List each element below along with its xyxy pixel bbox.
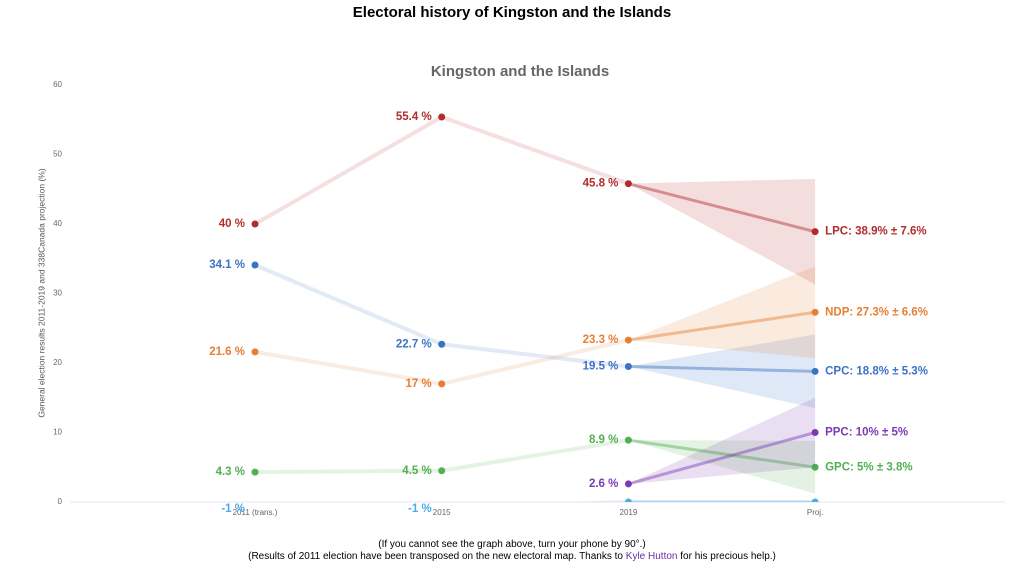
x-tick-label: 2011 (trans.) [233,508,278,517]
point [438,380,446,388]
projection-line [628,182,816,234]
credit-text: (Results of 2011 election have been tran… [248,551,626,562]
y-tick-label: 10 [53,428,62,437]
value-label: 17 % [405,378,431,390]
point [251,261,259,269]
error-band [628,397,816,484]
value-label: GPC: 5% ± 3.8% [825,461,912,473]
x-tick-label: Proj. [807,508,823,517]
error-band [628,334,816,409]
value-label: 2.6 % [589,478,618,490]
footer-credit: (Results of 2011 election have been tran… [0,551,1024,562]
point [811,463,819,471]
point [251,220,259,228]
y-axis-label: General election results 2011-2019 and 3… [36,168,46,418]
point [811,367,819,375]
value-label: PPC: 10% ± 5% [825,427,908,439]
x-tick-label: 2015 [433,508,451,517]
y-tick-label: 0 [58,497,63,506]
credit-link[interactable]: Kyle Hutton [625,551,678,562]
point [811,308,819,316]
point [251,468,259,476]
error-band [628,440,816,494]
projection-line [628,364,816,373]
point [438,113,446,121]
point [811,429,819,436]
point [811,498,819,502]
point [251,348,259,356]
value-label: 45.8 % [583,178,619,190]
y-tick-label: 20 [53,358,62,367]
chart-title: Kingston and the Islands [431,63,609,80]
point [624,436,632,444]
error-band [628,178,816,285]
error-band [628,266,816,359]
page-title: Electoral history of Kingston and the Is… [353,4,671,21]
point [624,180,632,188]
value-label: NDP: 27.3% ± 6.6% [825,306,928,318]
value-label: 34.1 % [209,259,245,271]
value-label: 19.5 % [583,361,619,373]
value-label: 4.5 % [402,465,431,477]
point [624,336,632,344]
value-label: 23.3 % [583,334,619,346]
value-label: 22.7 % [396,338,432,350]
value-label: 8.9 % [589,434,618,446]
value-label: 21.6 % [209,346,245,358]
credit-text: for his precious help.) [677,551,776,562]
value-label: -1 % [221,503,245,515]
projection-line [628,310,816,342]
chart: Electoral history of Kingston and the Is… [36,4,1005,517]
y-tick-label: 30 [53,289,62,298]
value-label: 55.4 % [396,111,432,123]
point [624,498,632,502]
point [624,362,632,370]
value-label: 40 % [219,218,245,230]
point [624,480,632,488]
point [438,467,446,475]
y-tick-label: 50 [53,150,62,159]
history-line [254,114,630,226]
value-label: -1 % [408,503,432,515]
projection-line [628,431,816,486]
value-label: LPC: 38.9% ± 7.6% [825,226,927,238]
point [438,340,446,348]
x-tick-label: 2019 [620,508,638,517]
y-tick-label: 40 [53,219,62,228]
value-label: CPC: 18.8% ± 5.3% [825,365,928,377]
footer-note: (If you cannot see the graph above, turn… [378,539,646,550]
value-label: 4.3 % [216,466,245,478]
point [811,228,819,236]
y-tick-label: 60 [53,80,62,89]
projection-line [628,438,816,469]
